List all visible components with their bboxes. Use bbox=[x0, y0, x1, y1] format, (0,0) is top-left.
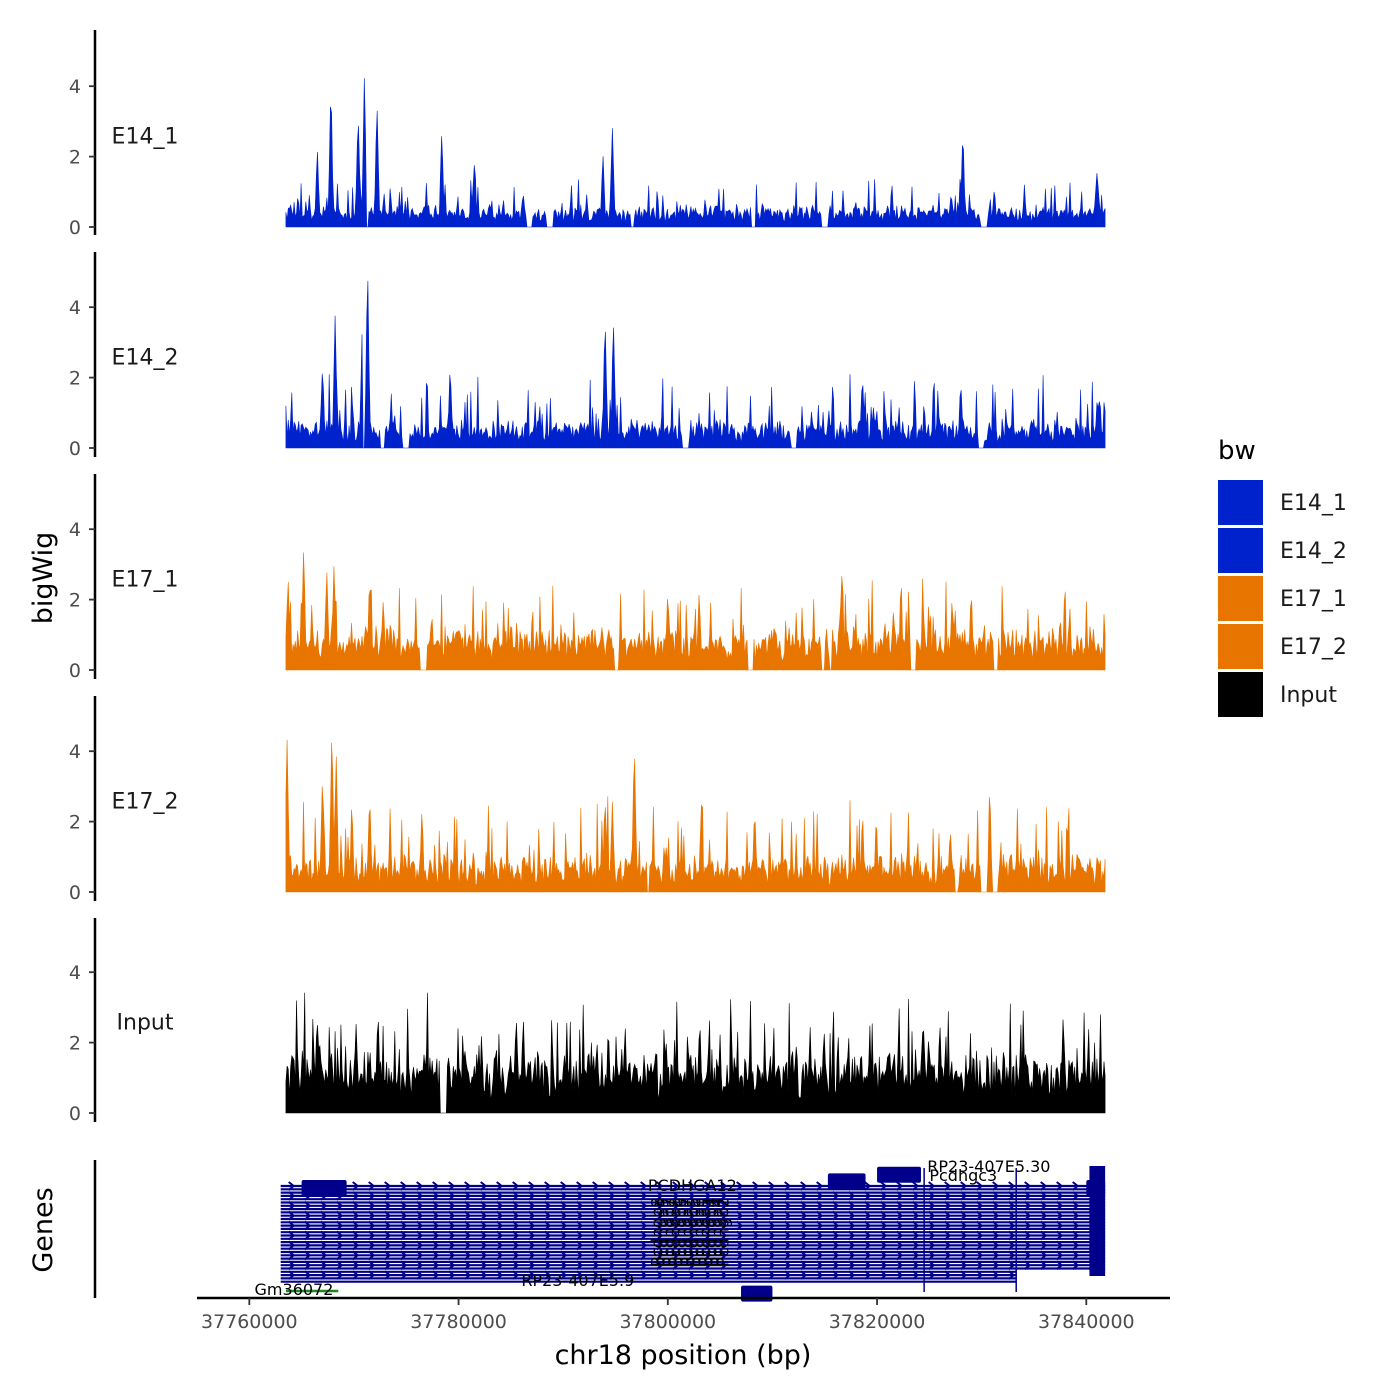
track-label: Input bbox=[117, 1010, 174, 1035]
legend-label: E14_1 bbox=[1280, 491, 1347, 516]
track-label: E14_2 bbox=[112, 345, 179, 370]
y-tick-label: 0 bbox=[69, 882, 81, 904]
y-tick-label: 0 bbox=[69, 660, 81, 682]
legend-label: E17_2 bbox=[1280, 635, 1347, 660]
signal-area-e17-1 bbox=[285, 552, 1106, 671]
x-tick-label: 37800000 bbox=[619, 1311, 716, 1333]
x-tick-label: 37820000 bbox=[829, 1311, 926, 1333]
y-axis-title: bigWig bbox=[28, 532, 59, 625]
gene-label-stacked: Pcdhgb2 bbox=[714, 1197, 733, 1266]
gene-label-stacked: Pcdhga9 bbox=[654, 1198, 673, 1267]
gene-label-stacked: Pcdhgb5 bbox=[684, 1197, 703, 1266]
legend-swatch bbox=[1218, 672, 1263, 717]
track-e14-2: 0 2 4 E14_2 bbox=[69, 252, 1106, 460]
gene-label-stacked: Pcdhga7 bbox=[678, 1198, 697, 1267]
track-label: E14_1 bbox=[112, 124, 179, 149]
legend: bw E14_1 E14_2 E17_1 E17_2 Input bbox=[1218, 436, 1347, 717]
exon-block bbox=[1086, 1180, 1106, 1196]
y-tick-label: 4 bbox=[69, 76, 81, 98]
x-tick-label: 37760000 bbox=[201, 1311, 298, 1333]
y-tick-label: 0 bbox=[69, 438, 81, 460]
genes-axis-title: Genes bbox=[28, 1187, 59, 1272]
y-tick-label: 2 bbox=[69, 812, 81, 834]
x-tick-label: 37780000 bbox=[410, 1311, 507, 1333]
x-axis-title: chr18 position (bp) bbox=[555, 1340, 812, 1371]
y-tick-label: 0 bbox=[69, 1103, 81, 1125]
gene-label-stacked: Pcdhga4 bbox=[708, 1198, 727, 1267]
gene-label: PCDHGA12 bbox=[648, 1176, 737, 1195]
track-e14-1: 0 2 4 E14_1 bbox=[69, 30, 1106, 239]
legend-label: Input bbox=[1280, 683, 1337, 708]
track-e17-2: 0 2 4 E17_2 bbox=[69, 696, 1106, 904]
y-tick-label: 4 bbox=[69, 962, 81, 984]
legend-swatch bbox=[1218, 528, 1263, 573]
track-e17-1: 0 2 4 E17_1 bbox=[69, 474, 1106, 682]
legend-title: bw bbox=[1218, 436, 1256, 466]
track-label: E17_2 bbox=[112, 789, 179, 814]
legend-label: E17_1 bbox=[1280, 587, 1347, 612]
legend-swatch bbox=[1218, 480, 1263, 525]
gene-label-stacked: Pcdhga8 bbox=[666, 1198, 685, 1267]
gene-label-stacked: Pcdhgb8 bbox=[648, 1197, 667, 1266]
gene-label-stacked: Pcdhgb7 bbox=[660, 1197, 679, 1266]
signal-area-e14-2 bbox=[285, 280, 1106, 449]
track-label: E17_1 bbox=[112, 567, 179, 592]
legend-swatch bbox=[1218, 624, 1263, 669]
gene-label: Pcdhgc3 bbox=[929, 1166, 997, 1185]
y-tick-label: 4 bbox=[69, 741, 81, 763]
gene-label-stacked: Pcdhga6 bbox=[690, 1198, 709, 1267]
y-tick-label: 2 bbox=[69, 368, 81, 390]
x-tick-label: 37840000 bbox=[1038, 1311, 1135, 1333]
signal-area-e14-1 bbox=[285, 78, 1106, 228]
exon-block bbox=[877, 1166, 921, 1183]
signal-area-input bbox=[285, 992, 1106, 1114]
signal-area-e17-2 bbox=[285, 739, 1106, 893]
legend-swatch bbox=[1218, 576, 1263, 621]
y-tick-label: 4 bbox=[69, 519, 81, 541]
y-tick-label: 0 bbox=[69, 217, 81, 239]
gene-label: RP23-407E5.30 bbox=[927, 1157, 1050, 1176]
exon-block bbox=[827, 1173, 866, 1190]
signal-tracks: 0 2 4 E14_1 0 2 4 E14_2 0 2 4 E17_1 0 2 4 E17_2 0 2 4 Input bbox=[69, 30, 1106, 1125]
y-tick-label: 4 bbox=[69, 297, 81, 319]
track-input: 0 2 4 Input bbox=[69, 918, 1106, 1125]
legend-label: E14_2 bbox=[1280, 539, 1347, 564]
y-tick-label: 2 bbox=[69, 1033, 81, 1055]
x-axis: 37760000 37780000 37800000 37820000 37840000 bbox=[197, 1296, 1170, 1333]
gene-label: RP23-407E5.9 bbox=[521, 1271, 634, 1290]
y-tick-label: 2 bbox=[69, 590, 81, 612]
gene-label-stacked: Pcdhgb4 bbox=[702, 1197, 721, 1266]
exon-block bbox=[301, 1180, 347, 1196]
gene-label-stacked: Pcdhgb6 bbox=[672, 1197, 691, 1266]
gene-label-stacked: Pcdhga5 bbox=[696, 1198, 715, 1267]
y-tick-label: 2 bbox=[69, 147, 81, 169]
gene-label: Gm36072 bbox=[255, 1280, 334, 1299]
